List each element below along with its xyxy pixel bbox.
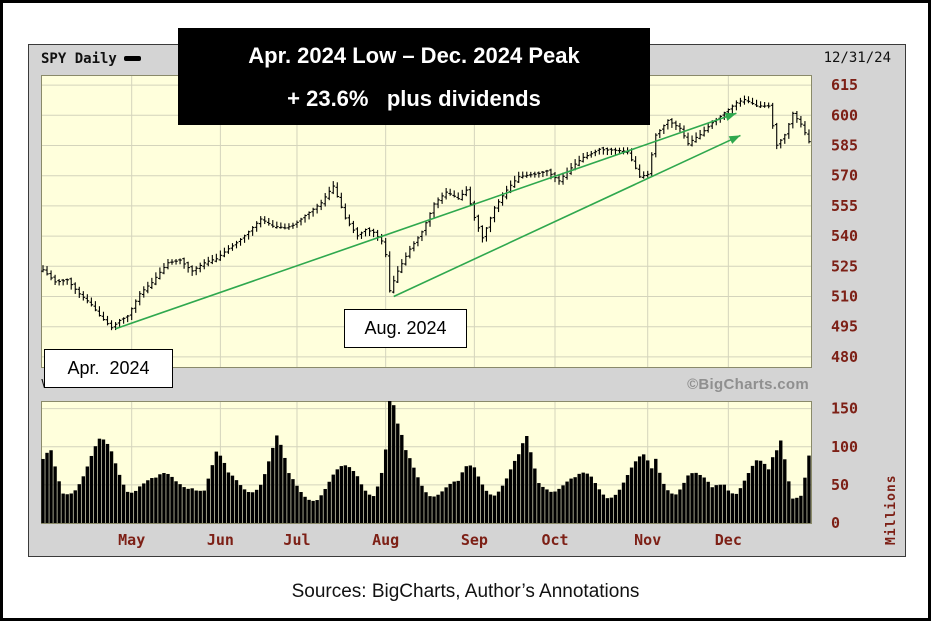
callout-apr-2024: Apr. 2024 <box>44 349 173 388</box>
asof-date-label: 12/31/24 <box>823 50 891 66</box>
svg-text:525: 525 <box>831 257 858 275</box>
svg-text:510: 510 <box>831 288 858 306</box>
svg-text:150: 150 <box>831 401 858 418</box>
svg-text:585: 585 <box>831 136 858 154</box>
callout-aug-2024: Aug. 2024 <box>344 309 467 348</box>
svg-text:555: 555 <box>831 197 858 215</box>
svg-text:May: May <box>118 531 145 549</box>
svg-text:50: 50 <box>831 476 849 494</box>
svg-text:Nov: Nov <box>634 531 661 549</box>
svg-text:495: 495 <box>831 318 858 336</box>
svg-text:Oct: Oct <box>541 531 568 549</box>
svg-text:Jun: Jun <box>207 531 234 549</box>
svg-text:Dec: Dec <box>715 531 742 549</box>
svg-text:570: 570 <box>831 167 858 185</box>
volume-unit-label: Millions <box>884 474 899 545</box>
svg-text:615: 615 <box>831 76 858 94</box>
annotation-line2: + 23.6% plus dividends <box>287 86 541 111</box>
svg-text:100: 100 <box>831 438 858 456</box>
symbol-label: SPY Daily <box>41 51 117 67</box>
chart-header: SPY Daily 12/31/24 <box>41 50 893 70</box>
svg-text:Jul: Jul <box>283 531 310 549</box>
svg-text:600: 600 <box>831 106 858 124</box>
sources-caption: Sources: BigCharts, Author’s Annotations <box>291 581 640 602</box>
price-legend-dash-icon <box>123 56 141 62</box>
svg-text:Sep: Sep <box>461 531 488 549</box>
svg-text:480: 480 <box>831 348 858 366</box>
svg-text:Aug: Aug <box>372 531 399 549</box>
volume-chart: 0 50 100 150 May Jun Jul Aug Sep Oct Nov Dec <box>41 401 858 549</box>
svg-text:0: 0 <box>831 514 840 532</box>
bigcharts-watermark: ©BigCharts.com <box>687 376 809 393</box>
svg-text:540: 540 <box>831 227 858 245</box>
annotation-box: Apr. 2024 Low – Dec. 2024 Peak + 23.6% p… <box>178 28 650 125</box>
annotation-line1: Apr. 2024 Low – Dec. 2024 Peak <box>248 43 580 68</box>
